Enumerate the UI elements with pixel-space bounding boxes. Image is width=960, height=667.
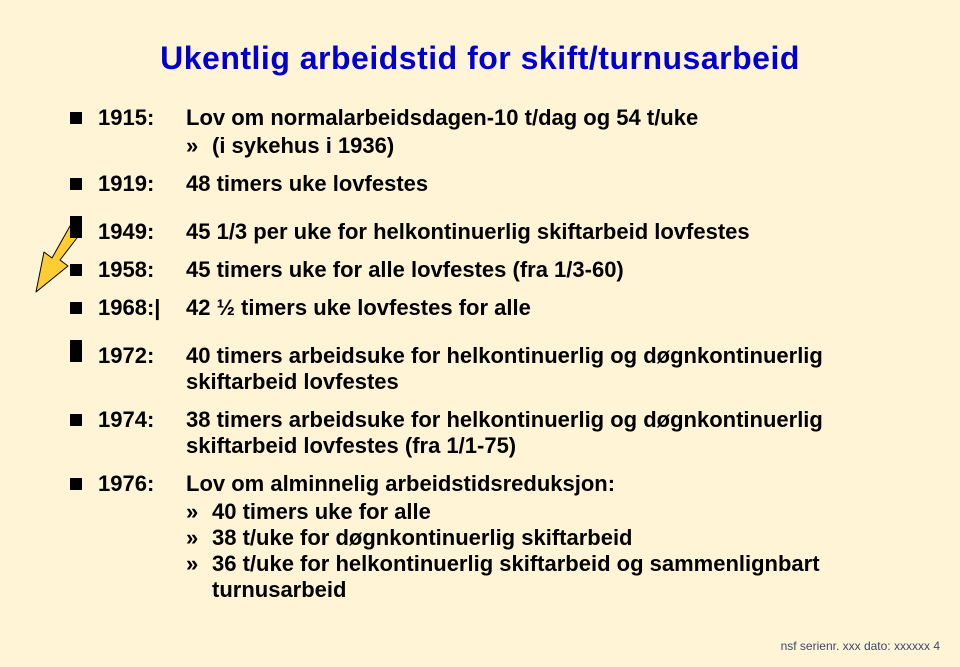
year-label: 1915: [98, 105, 186, 159]
year-label: 1976: [98, 471, 186, 603]
year-label: 1968:| [98, 295, 186, 321]
list-item: 1968:| 42 ½ timers uke lovfestes for all… [70, 295, 890, 321]
sub-item: (i sykehus i 1936) [186, 133, 890, 159]
year-label: 1949: [98, 219, 186, 245]
sub-item: 36 t/uke for helkontinuerlig skiftarbeid… [186, 551, 890, 603]
slide: Ukentlig arbeidstid for skift/turnusarbe… [0, 0, 960, 667]
item-text: 45 timers uke for alle lovfestes (fra 1/… [186, 257, 890, 283]
item-text: 42 ½ timers uke lovfestes for alle [186, 295, 890, 321]
year-label: 1919: [98, 171, 186, 197]
item-text: 48 timers uke lovfestes [186, 171, 890, 197]
spacer [70, 333, 890, 343]
page-title: Ukentlig arbeidstid for skift/turnusarbe… [70, 40, 890, 77]
list-item: 1974: 38 timers arbeidsuke for helkontin… [70, 407, 890, 459]
year-label: 1974: [98, 407, 186, 459]
item-text: 38 timers arbeidsuke for helkontinuerlig… [186, 407, 890, 459]
list-item: 1915: Lov om normalarbeidsdagen-10 t/dag… [70, 105, 890, 159]
spacer [70, 209, 890, 219]
list-item: 1958: 45 timers uke for alle lovfestes (… [70, 257, 890, 283]
year-label: 1958: [98, 257, 186, 283]
sub-item: 38 t/uke for døgnkontinuerlig skiftarbei… [186, 525, 890, 551]
item-text: Lov om normalarbeidsdagen-10 t/dag og 54… [186, 105, 890, 159]
list-item: 1919: 48 timers uke lovfestes [70, 171, 890, 197]
item-text: Lov om alminnelig arbeidstidsreduksjon: … [186, 471, 890, 603]
item-text: 40 timers arbeidsuke for helkontinuerlig… [186, 343, 890, 395]
sub-item: 40 timers uke for alle [186, 499, 890, 525]
list-item: 1972: 40 timers arbeidsuke for helkontin… [70, 343, 890, 395]
footer-text: nsf serienr. xxx dato: xxxxxx 4 [781, 639, 940, 653]
list-item: 1949: 45 1/3 per uke for helkontinuerlig… [70, 219, 890, 245]
year-label: 1972: [98, 343, 186, 395]
item-text: 45 1/3 per uke for helkontinuerlig skift… [186, 219, 890, 245]
timeline-list: 1915: Lov om normalarbeidsdagen-10 t/dag… [70, 105, 890, 603]
list-item: 1976: Lov om alminnelig arbeidstidsreduk… [70, 471, 890, 603]
